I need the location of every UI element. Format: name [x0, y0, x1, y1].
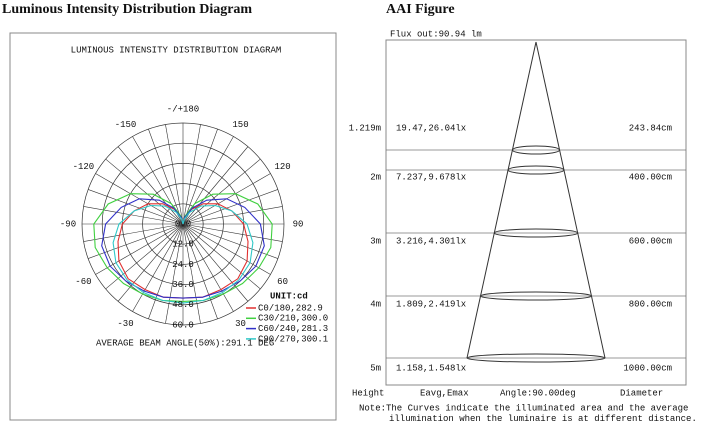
row-height: 5m — [370, 363, 381, 373]
legend-label: C90/270,300.1 — [258, 334, 328, 344]
intensity-curve — [93, 193, 184, 302]
r-tick-label: 48.0 — [172, 300, 194, 310]
illum-ellipse — [511, 145, 561, 155]
spoke — [87, 223, 184, 259]
chart-title: LUMINOUS INTENSITY DISTRIBUTION DIAGRAM — [71, 45, 282, 55]
angle-tick-label: -60 — [75, 277, 91, 287]
row-illum: 1.809,2.419lx — [396, 299, 466, 309]
cone-edge — [535, 41, 606, 359]
angle-tick-label: 60 — [277, 277, 288, 287]
spoke — [182, 223, 218, 320]
spoke — [117, 146, 184, 225]
angle-tick-label: -/+180 — [167, 104, 199, 114]
spoke — [182, 223, 201, 324]
spoke — [182, 158, 261, 225]
spoke — [182, 146, 249, 225]
column-label: Eavg,Emax — [420, 388, 469, 398]
spoke — [165, 124, 184, 225]
illum-ellipse — [507, 165, 565, 175]
spoke — [165, 223, 184, 324]
beam-angle: AVERAGE BEAM ANGLE(50%):291.1 DEG — [96, 338, 274, 348]
spoke — [105, 158, 184, 225]
angle-tick-label: -120 — [73, 162, 95, 172]
legend-label: C0/180,282.9 — [258, 303, 323, 313]
ring — [142, 183, 224, 265]
r-tick-label: 12.0 — [172, 240, 194, 250]
r-tick-label: 36.0 — [172, 280, 194, 290]
row-diameter: 400.00cm — [629, 172, 672, 182]
illum-ellipse — [466, 353, 606, 363]
aai-frame — [385, 39, 687, 386]
row-illum: 19.47,26.04lx — [396, 123, 466, 133]
angle-tick-label: -90 — [60, 219, 76, 229]
ring — [81, 122, 285, 326]
intensity-curve — [101, 198, 184, 299]
intensity-curve — [182, 193, 273, 302]
ring — [101, 142, 265, 306]
row-illum: 1.158,1.548lx — [396, 363, 466, 373]
intensity-curve — [182, 204, 254, 304]
illum-ellipse — [480, 291, 592, 301]
r-tick-label: 60.0 — [172, 320, 194, 330]
row-height: 1.219m — [349, 123, 381, 133]
right-heading: AAI Figure — [386, 2, 455, 17]
spoke — [182, 223, 249, 302]
left-heading: Luminous Intensity Distribution Diagram — [2, 2, 252, 17]
legend-label: C30/210,300.0 — [258, 314, 328, 324]
angle-tick-label: 30 — [235, 319, 246, 329]
r-tick-label: 24.0 — [172, 260, 194, 270]
spoke — [83, 223, 184, 242]
spoke — [83, 206, 184, 225]
intensity-curve — [182, 198, 265, 299]
angle-tick-label: 90 — [293, 219, 304, 229]
legend-label: C60/240,281.3 — [258, 324, 328, 334]
r-tick-label: 0.0 — [175, 219, 191, 229]
angle-tick-label: -30 — [117, 319, 133, 329]
row-height: 4m — [370, 299, 381, 309]
spoke — [132, 223, 184, 312]
flux: Flux out:90.94 lm — [390, 29, 482, 39]
cone-edge — [466, 41, 537, 359]
ring — [162, 203, 204, 245]
note: illumination when the luminaire is at di… — [389, 414, 697, 424]
intensity-curve — [112, 204, 184, 304]
spoke — [182, 223, 279, 259]
spoke — [182, 206, 283, 225]
row-diameter: 1000.00cm — [623, 363, 672, 373]
row-diameter: 243.84cm — [629, 123, 672, 133]
row-illum: 3.216,4.301lx — [396, 236, 466, 246]
column-label: Angle:90.00deg — [500, 388, 576, 398]
left-frame — [9, 32, 337, 421]
column-label: Height — [352, 388, 384, 398]
row-height: 3m — [370, 236, 381, 246]
row-diameter: 800.00cm — [629, 299, 672, 309]
angle-tick-label: -150 — [115, 120, 137, 130]
spoke — [148, 223, 184, 320]
row-illum: 7.237,9.678lx — [396, 172, 466, 182]
spoke — [182, 124, 201, 225]
spoke — [117, 223, 184, 302]
spoke — [148, 128, 184, 225]
angle-tick-label: 150 — [232, 120, 248, 130]
illum-ellipse — [493, 228, 579, 238]
angle-tick-label: 120 — [274, 162, 290, 172]
spoke — [182, 128, 218, 225]
row-diameter: 600.00cm — [629, 236, 672, 246]
legend-title: UNIT:cd — [270, 291, 308, 301]
column-label: Diameter — [620, 388, 663, 398]
spoke — [182, 223, 234, 312]
spoke — [87, 189, 184, 225]
spoke — [182, 189, 279, 225]
note: Note:The Curves indicate the illuminated… — [359, 403, 688, 413]
spoke — [182, 223, 283, 242]
row-height: 2m — [370, 172, 381, 182]
